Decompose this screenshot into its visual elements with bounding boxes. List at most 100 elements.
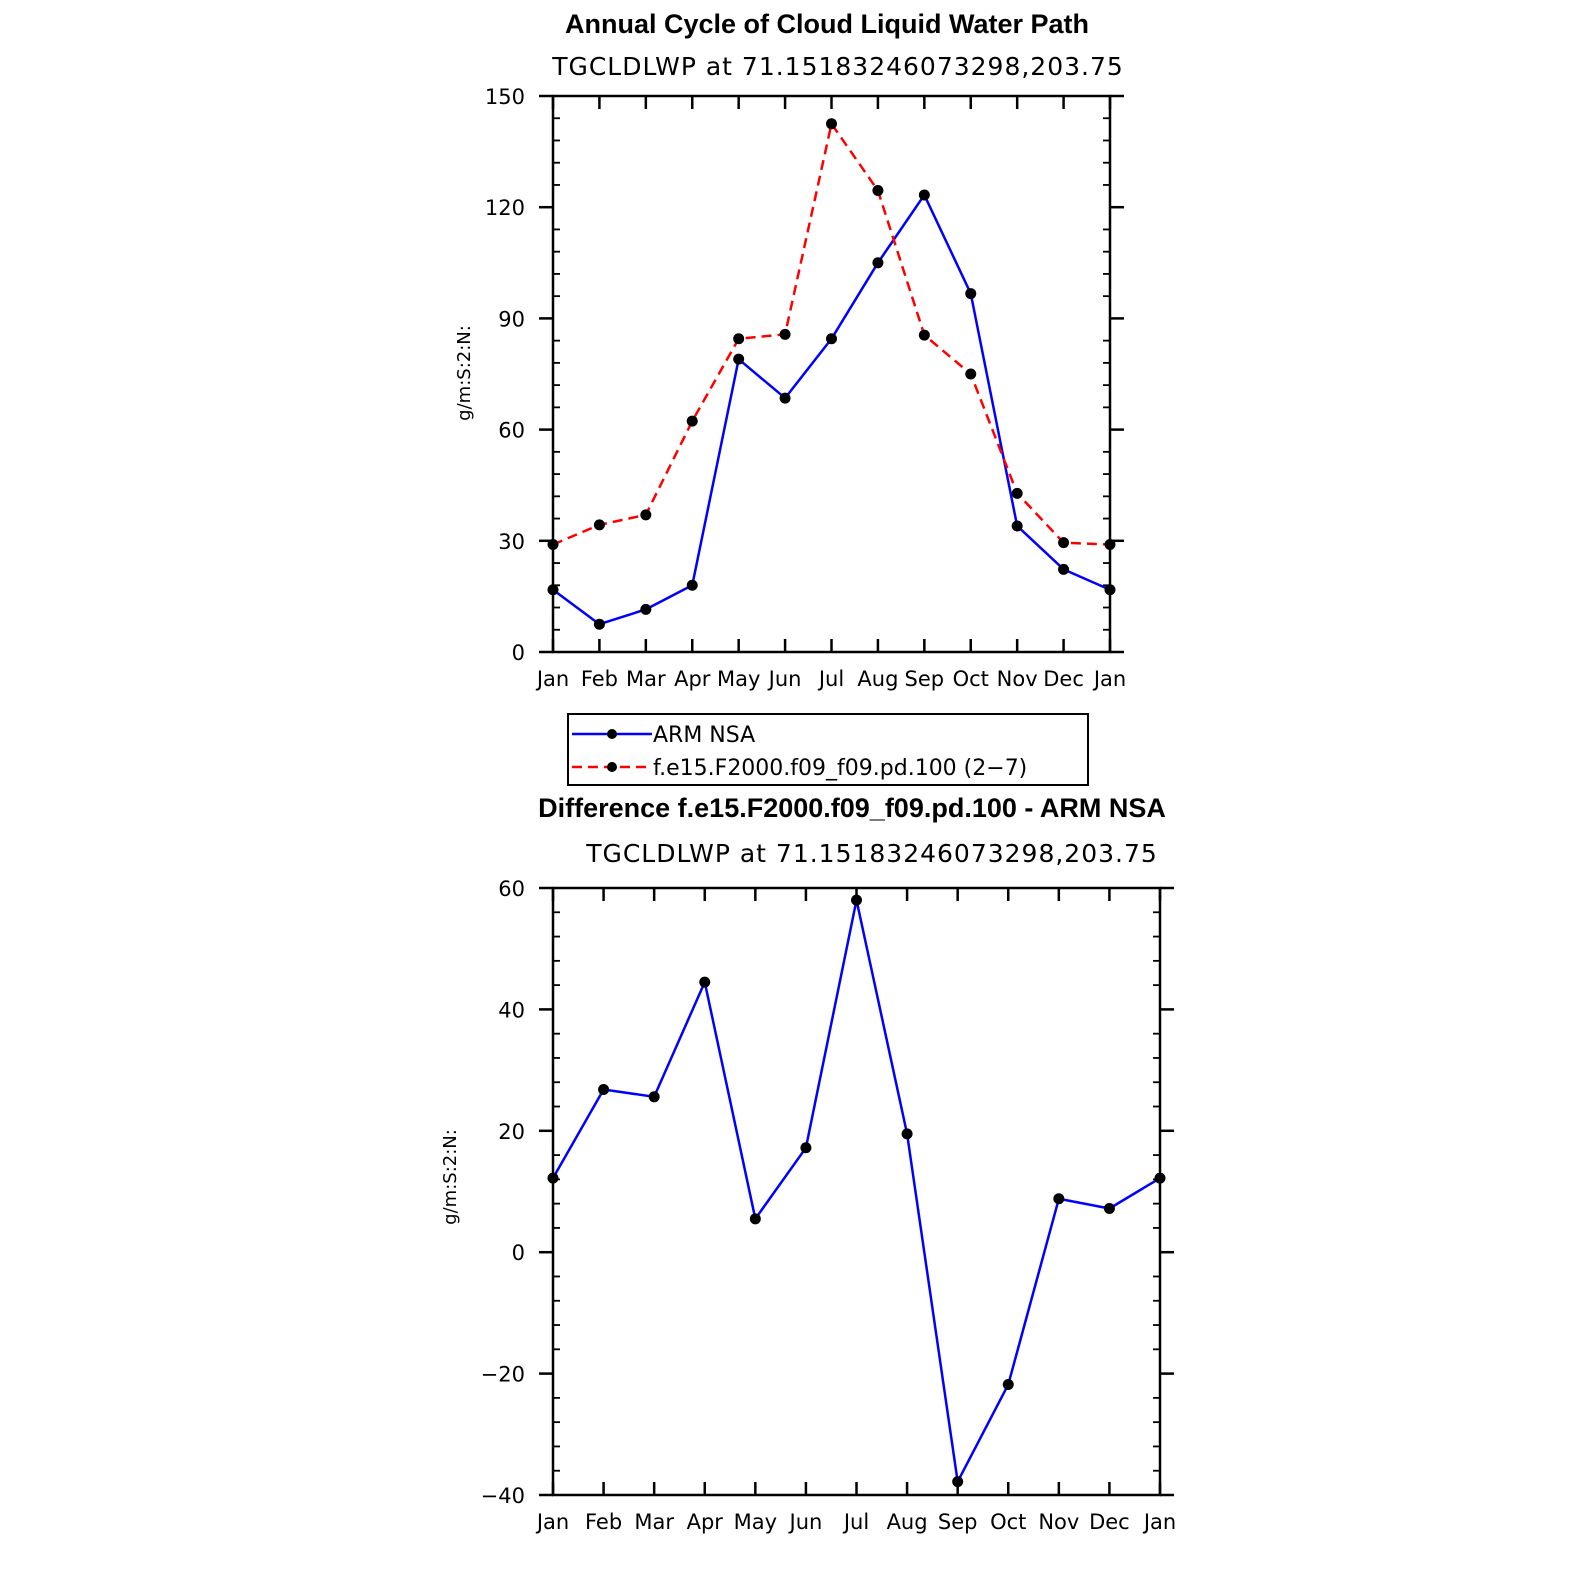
y-tick-label: 120 — [485, 196, 525, 220]
y-tick-label: 60 — [498, 877, 525, 901]
data-point — [640, 603, 652, 615]
y-tick-label: −20 — [481, 1363, 525, 1387]
data-point — [826, 333, 837, 345]
data-point — [547, 1172, 559, 1184]
data-point — [686, 579, 698, 591]
x-tick-label: Dec — [1089, 1510, 1130, 1534]
data-point — [826, 118, 837, 130]
chart-title: Difference f.e15.F2000.f09_f09.pd.100 - … — [538, 793, 1166, 823]
data-point — [598, 1084, 610, 1096]
data-point — [1104, 584, 1116, 596]
legend-marker-arm-nsa — [607, 729, 617, 739]
y-tick-label: 0 — [512, 1241, 525, 1265]
data-point — [699, 976, 711, 988]
y-tick-label: 40 — [498, 998, 525, 1022]
y-tick-label: 0 — [512, 641, 525, 665]
legend: ARM NSA f.e15.F2000.f09_f09.pd.100 (2−7) — [567, 713, 1089, 786]
x-tick-label: May — [734, 1510, 777, 1534]
legend-marker-model — [607, 762, 617, 772]
data-point — [901, 1128, 913, 1140]
y-tick-label: 150 — [485, 85, 525, 109]
data-point — [547, 539, 559, 551]
series-line-0 — [551, 898, 1161, 1483]
chart-subtitle: TGCLDLWP at 71.15183246073298,203.75 — [585, 839, 1158, 868]
data-point — [952, 1476, 964, 1488]
y-tick-label: 20 — [498, 1120, 525, 1144]
data-point — [1154, 1172, 1166, 1184]
y-tick-label: 30 — [498, 530, 525, 554]
data-point — [1103, 1202, 1115, 1214]
plot-axes: Jan Feb Mar Apr May Jun Jul Aug Sep Oct Nov Dec Jan 0… — [485, 85, 1126, 691]
data-point — [872, 185, 884, 197]
y-tick-label: 90 — [498, 307, 525, 331]
chart-title: Annual Cycle of Cloud Liquid Water Path — [565, 9, 1089, 39]
x-tick-label: Jan — [1092, 667, 1126, 691]
chart-difference: Difference f.e15.F2000.f09_f09.pd.100 - … — [440, 793, 1176, 1534]
series-layer — [547, 894, 1166, 1488]
x-tick-label: Mar — [634, 1510, 674, 1534]
data-point — [733, 353, 745, 365]
series-line-0 — [552, 193, 1111, 626]
data-point — [648, 1091, 660, 1103]
data-point — [1011, 487, 1023, 499]
legend-label-arm-nsa: ARM NSA — [653, 723, 755, 748]
data-point — [749, 1213, 761, 1225]
data-point — [851, 894, 862, 906]
plot-frame — [551, 886, 1162, 1497]
x-tick-label: Aug — [887, 1510, 928, 1534]
x-tick-label: Mar — [626, 667, 666, 691]
data-point — [918, 329, 930, 341]
legend-label-model: f.e15.F2000.f09_f09.pd.100 (2−7) — [653, 756, 1027, 781]
plot-frame — [551, 94, 1112, 654]
legend-box — [567, 713, 1089, 786]
plot-axes: Jan Feb Mar Apr May Jun Jul Aug Sep Oct Nov Dec Jan−… — [481, 877, 1177, 1534]
x-tick-label: Aug — [857, 667, 898, 691]
data-point — [1058, 537, 1070, 549]
y-tick-label: 60 — [498, 419, 525, 443]
x-tick-label: Dec — [1043, 667, 1084, 691]
data-point — [733, 333, 745, 345]
x-tick-label: Jan — [535, 1510, 569, 1534]
y-axis-label: g/m:S:2:N: — [454, 325, 475, 421]
x-tick-label: May — [717, 667, 760, 691]
data-point — [547, 584, 559, 596]
x-tick-label: Apr — [687, 1510, 724, 1534]
data-point — [779, 392, 791, 404]
x-tick-label: Nov — [997, 667, 1038, 691]
x-tick-label: Feb — [581, 667, 618, 691]
x-tick-label: Nov — [1038, 1510, 1079, 1534]
x-tick-label: Oct — [953, 667, 989, 691]
data-point — [1053, 1193, 1065, 1205]
data-point — [800, 1142, 812, 1154]
data-point — [640, 509, 652, 521]
x-tick-label: Oct — [990, 1510, 1026, 1534]
x-tick-label: Jul — [817, 667, 844, 691]
data-point — [918, 189, 930, 201]
x-tick-label: Apr — [674, 667, 711, 691]
y-tick-label: −40 — [481, 1484, 525, 1508]
data-point — [872, 257, 884, 269]
data-point — [779, 328, 791, 340]
x-tick-label: Jun — [788, 1510, 823, 1534]
data-point — [1002, 1379, 1014, 1391]
chart-subtitle: TGCLDLWP at 71.15183246073298,203.75 — [551, 52, 1124, 81]
x-tick-label: Jan — [1142, 1510, 1176, 1534]
data-point — [686, 415, 698, 427]
chart-annual-cycle: Annual Cycle of Cloud Liquid Water Path … — [454, 9, 1126, 786]
x-tick-label: Feb — [585, 1510, 622, 1534]
data-point — [593, 618, 605, 630]
data-point — [965, 368, 977, 380]
x-tick-label: Jul — [842, 1510, 869, 1534]
series-layer — [547, 118, 1116, 630]
x-tick-label: Sep — [905, 667, 945, 691]
y-axis-label: g/m:S:2:N: — [440, 1129, 461, 1225]
data-point — [1058, 563, 1070, 575]
x-tick-label: Jan — [535, 667, 569, 691]
data-point — [593, 519, 605, 531]
data-point — [1104, 539, 1116, 551]
x-tick-label: Jun — [767, 667, 802, 691]
data-point — [1011, 520, 1023, 532]
x-tick-label: Sep — [938, 1510, 978, 1534]
data-point — [965, 288, 977, 300]
